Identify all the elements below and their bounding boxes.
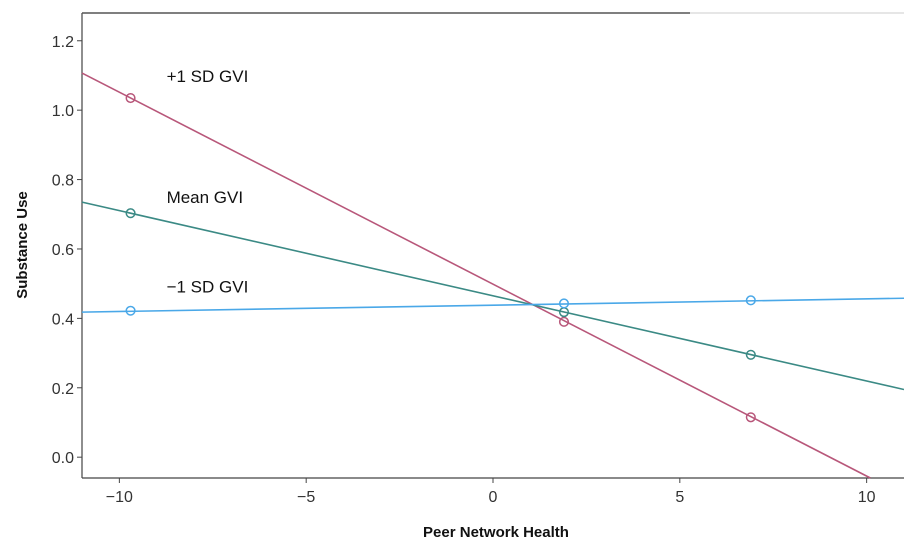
y-axis-ticks: 0.0 0.2 0.4 0.6 0.8 1.0 1.2 (52, 34, 82, 467)
series-lines (81, 72, 904, 479)
y-tick-label: 1.0 (52, 103, 74, 120)
y-axis-title: Substance Use (14, 191, 31, 299)
data-point-mean-gvi (125, 208, 136, 219)
series-labels: +1 SD GVI Mean GVI −1 SD GVI (167, 67, 249, 297)
series-points (125, 92, 756, 423)
data-point-1-sd-gvi (745, 295, 756, 306)
x-tick-label: −10 (106, 489, 133, 506)
series-line-mean-gvi (81, 201, 904, 391)
y-tick-label: 0.6 (52, 242, 74, 259)
y-tick-label: 0.8 (52, 173, 74, 190)
data-point-1-sd-gvi (125, 305, 136, 316)
y-tick-label: 0.4 (52, 311, 74, 328)
x-tick-label: 5 (675, 489, 684, 506)
x-tick-label: 0 (489, 489, 498, 506)
series-line-1-sd-gvi (81, 72, 871, 479)
series-label-mean-gvi: Mean GVI (167, 188, 244, 207)
series-line-1-sd-gvi (81, 297, 904, 313)
y-tick-label: 1.2 (52, 34, 74, 51)
x-axis-title: Peer Network Health (423, 524, 569, 541)
y-tick-label: 0.2 (52, 381, 74, 398)
series-label-1-sd-gvi: −1 SD GVI (167, 278, 249, 297)
y-tick-label: 0.0 (52, 450, 74, 467)
x-axis-ticks: −10 −5 0 5 10 (106, 478, 876, 506)
data-point-1-sd-gvi (125, 92, 136, 104)
data-point-1-sd-gvi (558, 316, 570, 327)
x-tick-label: 10 (858, 489, 876, 506)
data-point-1-sd-gvi (558, 298, 570, 309)
data-point-1-sd-gvi (745, 412, 756, 423)
x-tick-label: −5 (297, 489, 315, 506)
series-label-1-sd-gvi: +1 SD GVI (167, 67, 249, 86)
data-point-mean-gvi (745, 349, 756, 360)
